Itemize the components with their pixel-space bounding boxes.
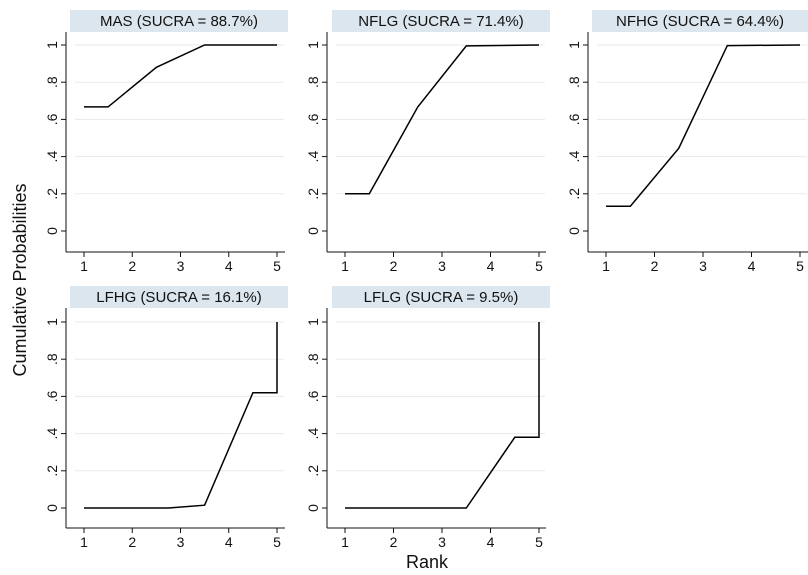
- x-tick-label: 4: [225, 534, 233, 550]
- x-tick-label: 3: [699, 258, 707, 274]
- x-tick-label: 5: [273, 534, 281, 550]
- panel-title: LFHG (SUCRA = 16.1%): [96, 289, 261, 306]
- panel-3: NFHG (SUCRA = 64.4%) 0 .2 .4 .6 .8 1 1 2 3 4 5: [566, 10, 808, 274]
- x-tick-label: 4: [748, 258, 756, 274]
- x-tick-label: 2: [651, 258, 659, 274]
- x-tick-label: 2: [390, 534, 398, 550]
- panel-2: NFLG (SUCRA = 71.4%) 0 .2 .4 .6 .8 1 1 2 3 4 5: [305, 10, 550, 274]
- cumulative-rank-line: [345, 322, 540, 509]
- y-tick-label: 0: [305, 504, 321, 512]
- y-tick-label: .4: [566, 151, 582, 163]
- panel-5: LFLG (SUCRA = 9.5%) 0 .2 .4 .6 .8 1 1 2 3 4 5: [305, 286, 550, 550]
- cumulative-rank-line: [84, 44, 277, 108]
- y-tick-label: .2: [44, 465, 60, 477]
- x-axis-title: Rank: [406, 552, 449, 572]
- x-tick-label: 1: [80, 534, 88, 550]
- y-tick-label: .2: [305, 465, 321, 477]
- x-tick-label: 5: [273, 258, 281, 274]
- x-tick-label: 3: [438, 258, 446, 274]
- x-tick-label: 1: [602, 258, 610, 274]
- y-tick-label: 1: [566, 41, 582, 49]
- panel-1: MAS (SUCRA = 88.7%) 0 .2 .4 .6 .8 1 1 2 3 4 5: [44, 10, 288, 274]
- x-tick-label: 2: [128, 534, 136, 550]
- x-tick-label: 1: [80, 258, 88, 274]
- y-tick-label: .4: [305, 428, 321, 440]
- y-tick-label: .8: [44, 353, 60, 365]
- panel-title: NFHG (SUCRA = 64.4%): [616, 13, 784, 30]
- x-tick-label: 4: [487, 534, 495, 550]
- panel-title: LFLG (SUCRA = 9.5%): [364, 289, 519, 306]
- x-tick-label: 2: [390, 258, 398, 274]
- y-tick-label: .6: [44, 390, 60, 402]
- panel-title: NFLG (SUCRA = 71.4%): [358, 13, 523, 30]
- x-tick-label: 3: [438, 534, 446, 550]
- y-tick-label: .6: [44, 113, 60, 125]
- y-tick-label: .8: [566, 76, 582, 88]
- panel-title-band: [70, 10, 288, 32]
- x-tick-label: 1: [341, 534, 349, 550]
- x-tick-label: 5: [796, 258, 804, 274]
- y-tick-label: 1: [44, 41, 60, 49]
- x-tick-label: 4: [225, 258, 233, 274]
- panel-4: LFHG (SUCRA = 16.1%) 0 .2 .4 .6 .8 1 1 2 3 4 5: [44, 286, 288, 550]
- x-tick-label: 1: [341, 258, 349, 274]
- y-tick-label: .4: [44, 428, 60, 440]
- cumulative-rank-line: [84, 322, 278, 509]
- panel-title: MAS (SUCRA = 88.7%): [100, 13, 258, 30]
- x-tick-label: 5: [535, 534, 543, 550]
- y-tick-label: 1: [305, 318, 321, 326]
- y-tick-label: .8: [305, 353, 321, 365]
- x-tick-label: 5: [535, 258, 543, 274]
- y-tick-label: 1: [305, 41, 321, 49]
- x-tick-label: 3: [177, 534, 185, 550]
- x-tick-label: 3: [177, 258, 185, 274]
- y-tick-label: .6: [305, 390, 321, 402]
- y-tick-label: .8: [44, 76, 60, 88]
- y-tick-label: .6: [566, 113, 582, 125]
- panel-title-band: [592, 10, 808, 32]
- y-tick-label: .8: [305, 76, 321, 88]
- y-tick-label: 0: [44, 227, 60, 235]
- cumulative-rank-line: [606, 44, 801, 208]
- panel-title-band: [70, 286, 288, 308]
- y-tick-label: .2: [566, 188, 582, 200]
- panel-title-band: [332, 10, 550, 32]
- y-tick-label: .2: [44, 188, 60, 200]
- y-tick-label: .4: [305, 151, 321, 163]
- y-tick-label: 0: [305, 227, 321, 235]
- cumulative-rank-line: [345, 44, 540, 195]
- y-tick-label: 0: [44, 504, 60, 512]
- x-tick-label: 4: [487, 258, 495, 274]
- y-tick-label: 1: [44, 318, 60, 326]
- y-tick-label: .4: [44, 151, 60, 163]
- y-axis-title: Cumulative Probabilities: [10, 183, 30, 376]
- y-tick-label: .2: [305, 188, 321, 200]
- panel-title-band: [332, 286, 550, 308]
- x-tick-label: 2: [128, 258, 136, 274]
- y-tick-label: .6: [305, 113, 321, 125]
- y-tick-label: 0: [566, 227, 582, 235]
